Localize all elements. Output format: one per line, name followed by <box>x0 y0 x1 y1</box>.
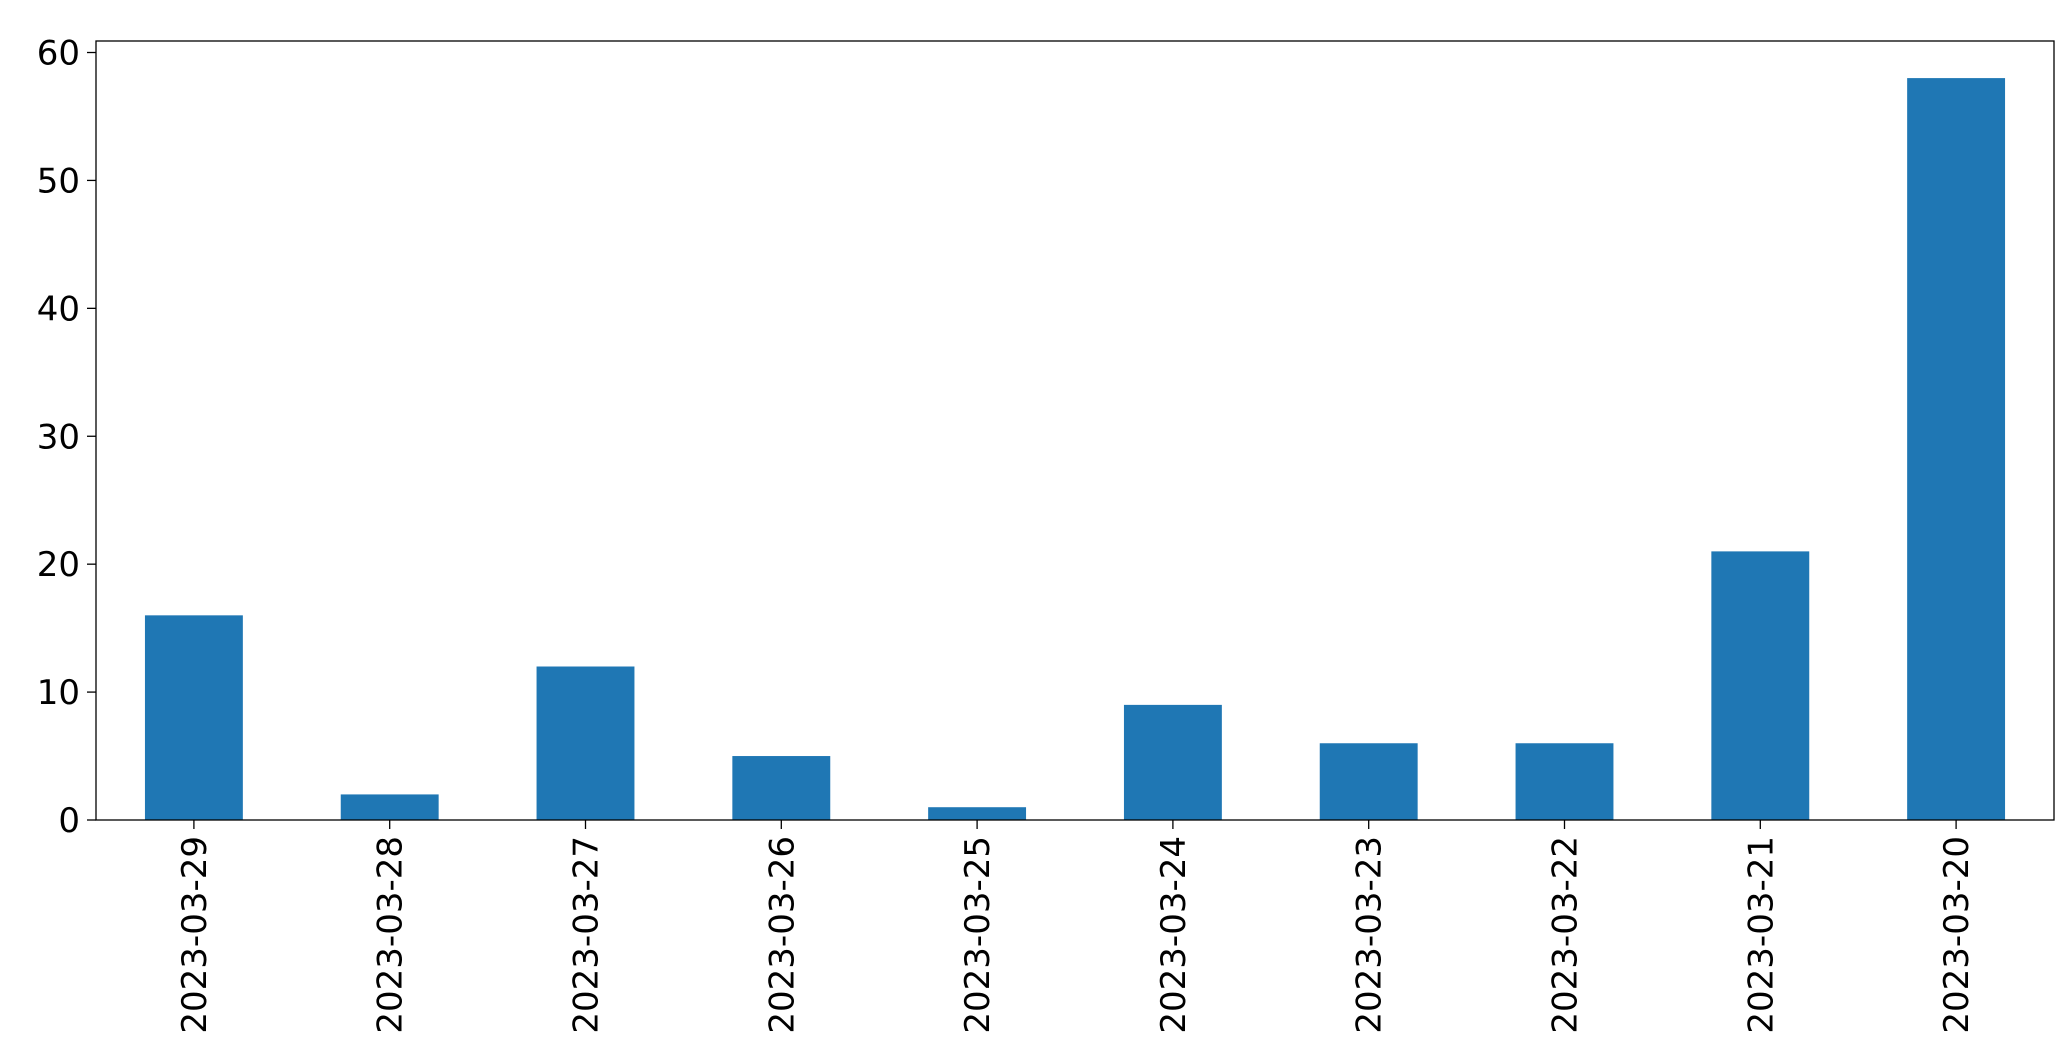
bar <box>1711 551 1810 820</box>
y-tick-label: 20 <box>37 545 80 585</box>
x-tick-label: 2023-03-21 <box>1741 836 1781 1034</box>
x-tick-label: 2023-03-29 <box>175 836 215 1034</box>
x-tick-label: 2023-03-22 <box>1546 836 1586 1034</box>
bar <box>1319 743 1418 820</box>
x-tick-label: 2023-03-24 <box>1154 836 1194 1034</box>
bar <box>144 615 243 820</box>
y-tick-label: 60 <box>37 34 80 74</box>
bar <box>1515 743 1614 820</box>
x-tick-label: 2023-03-23 <box>1350 836 1390 1034</box>
y-tick-label: 40 <box>37 289 80 329</box>
y-tick-label: 10 <box>37 673 80 713</box>
x-tick-label: 2023-03-26 <box>762 836 802 1034</box>
x-tick-label: 2023-03-28 <box>371 836 411 1034</box>
axes-frame <box>95 40 2055 821</box>
bar <box>928 807 1027 820</box>
x-tick-label: 2023-03-20 <box>1937 836 1977 1034</box>
bar <box>340 794 439 820</box>
y-tick-label: 0 <box>58 801 80 841</box>
y-tick-label: 30 <box>37 417 80 457</box>
bar <box>1123 704 1222 820</box>
x-tick-label: 2023-03-27 <box>567 836 607 1034</box>
x-tick-label: 2023-03-25 <box>958 836 998 1034</box>
bar <box>536 666 635 820</box>
y-tick-label: 50 <box>37 161 80 201</box>
bar <box>732 756 831 820</box>
bar <box>1907 78 2006 821</box>
